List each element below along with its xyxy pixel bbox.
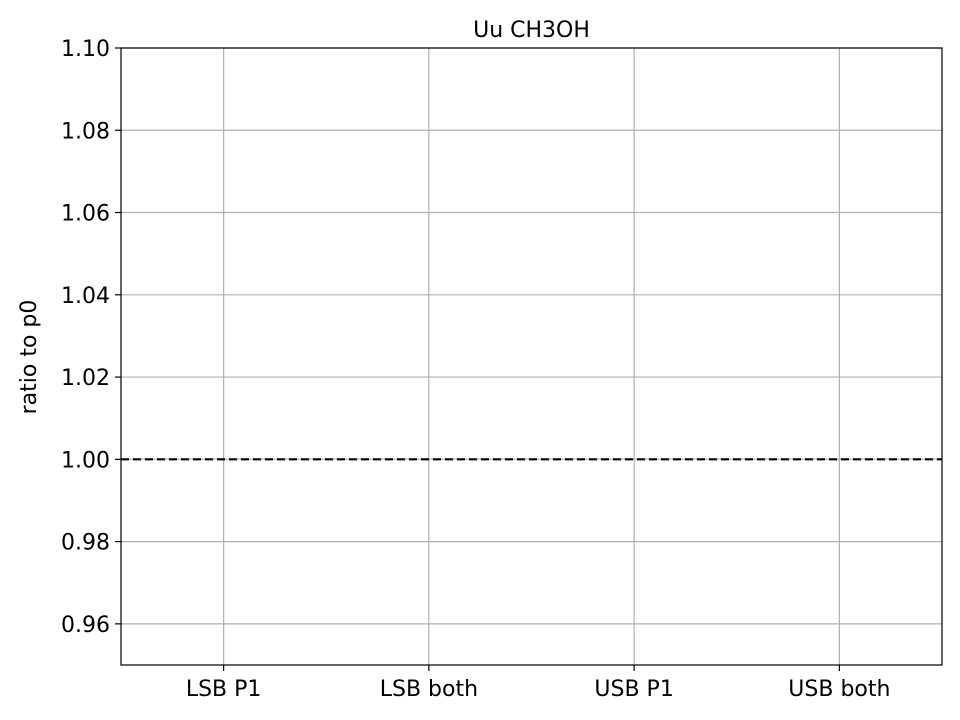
y-tick-label: 0.98	[61, 531, 110, 556]
y-axis-label: ratio to p0	[17, 300, 42, 415]
y-tick-label: 1.02	[61, 366, 110, 391]
chart-title: Uu CH3OH	[473, 18, 590, 43]
plot-area-frame	[120, 47, 943, 666]
y-tick-label: 1.10	[61, 37, 110, 62]
x-tick-label: USB both	[788, 677, 890, 702]
y-tick-label: 1.00	[61, 448, 110, 473]
y-tick-label: 1.06	[61, 202, 110, 227]
y-tick-label: 1.04	[61, 284, 110, 309]
y-tick-label: 1.08	[61, 119, 110, 144]
ticks: 0.96 0.98 1.00 1.02 1.04 1.06 1.08 1.10 LSB P1 LS…	[61, 37, 890, 702]
x-tick-label: LSB P1	[186, 677, 262, 702]
x-tick-label: USB P1	[594, 677, 673, 702]
y-tick-label: 0.96	[61, 613, 110, 638]
x-tick-label: LSB both	[380, 677, 478, 702]
